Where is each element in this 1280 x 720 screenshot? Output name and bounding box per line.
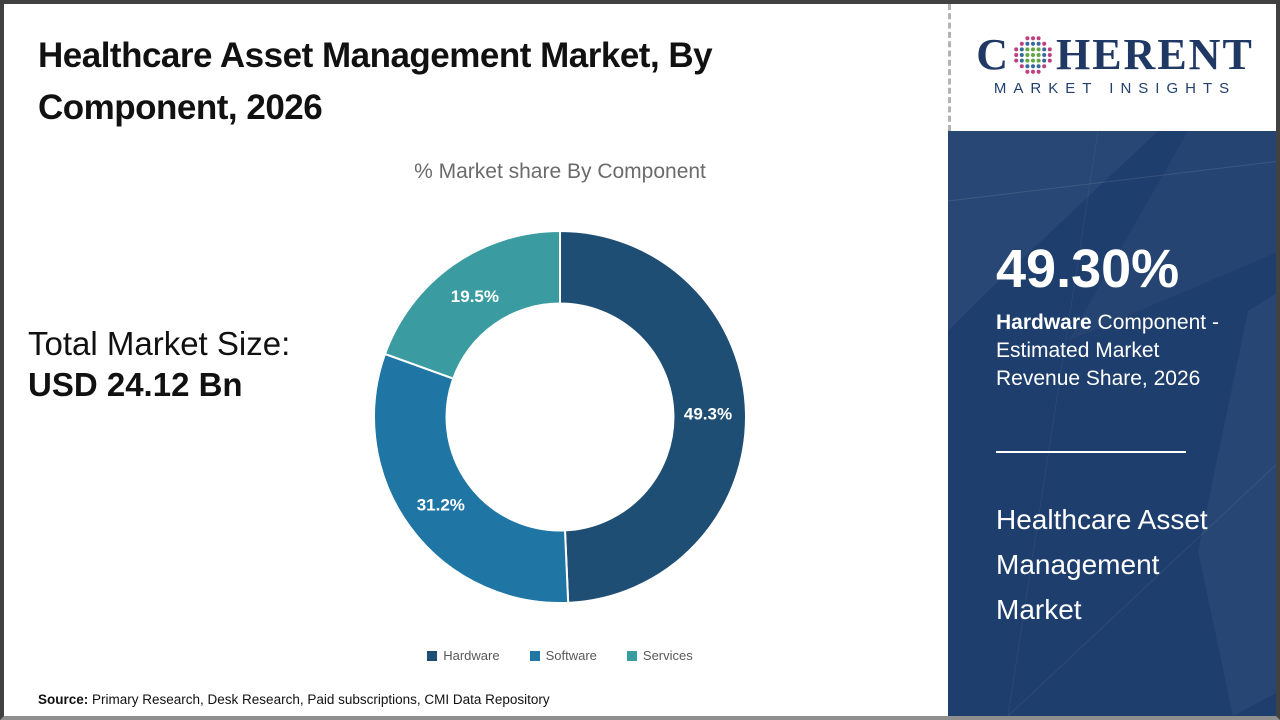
donut-segment-services [383, 229, 561, 380]
legend-item-software: Software [529, 648, 597, 663]
source-text: Primary Research, Desk Research, Paid su… [88, 692, 550, 707]
legend-label-software: Software [545, 648, 597, 663]
total-market-size-value: USD 24.12 Bn [28, 366, 243, 403]
donut-segment-software [373, 352, 570, 604]
sidebar-stat-rest: Component - Estimated Market Revenue Sha… [996, 311, 1219, 390]
logo-letters-herent: HERENT [1055, 30, 1254, 79]
sidebar-stat-value: 49.30% [996, 239, 1180, 299]
logo-wordmark: C HERENT [962, 32, 1268, 78]
company-logo: C HERENT MARKET INSIGHTS [962, 32, 1268, 98]
donut-label-software: 31.2% [417, 496, 465, 515]
sidebar-divider-line [996, 451, 1186, 453]
donut-chart: 49.3% 31.2% 19.5% [370, 227, 750, 607]
source-label: Source: [38, 692, 89, 707]
donut-chart-svg: 49.3% 31.2% 19.5% [373, 229, 747, 604]
legend-swatch-software [529, 650, 540, 661]
chart-title: % Market share By Component [414, 160, 706, 183]
legend-swatch-services [626, 650, 637, 661]
donut-label-services: 19.5% [451, 287, 499, 306]
donut-segment-hardware [559, 229, 747, 604]
legend-label-hardware: Hardware [443, 648, 500, 663]
logo-letter-c: C [976, 30, 1010, 79]
source-attribution: Source: Primary Research, Desk Research,… [38, 692, 550, 707]
page-title: Healthcare Asset Management Market, By C… [38, 36, 713, 127]
donut-label-hardware: 49.3% [684, 405, 732, 424]
chart-legend: Hardware Software Services [170, 648, 950, 663]
legend-item-hardware: Hardware [427, 648, 500, 663]
legend-label-services: Services [642, 648, 693, 663]
legend-swatch-hardware [427, 650, 438, 661]
sidebar-stat-segment: Hardware [996, 311, 1092, 334]
sidebar-stat-description: Hardware Component - Estimated Market Re… [996, 309, 1246, 393]
globe-dots-icon [1014, 36, 1052, 74]
logo-divider-dashed [948, 4, 951, 131]
legend-item-services: Services [626, 648, 693, 663]
total-market-size-block: Total Market Size: USD 24.12 Bn [28, 324, 290, 406]
highlight-sidebar: 49.30% Hardware Component - Estimated Ma… [948, 131, 1276, 716]
logo-subtitle: MARKET INSIGHTS [993, 80, 1237, 97]
sidebar-market-name: Healthcare Asset Management Market [996, 504, 1208, 625]
total-market-size-label: Total Market Size: [28, 325, 291, 362]
